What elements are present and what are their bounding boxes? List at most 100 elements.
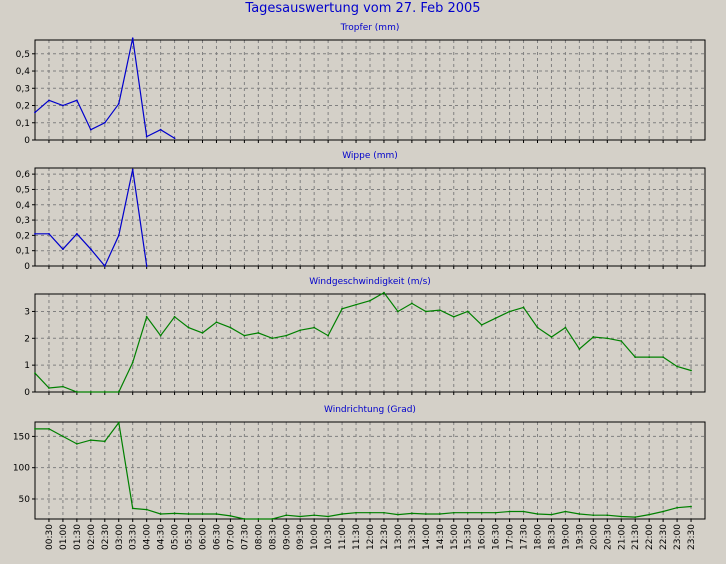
data-point — [592, 336, 595, 338]
y-tick-label: 0 — [24, 262, 30, 272]
data-point — [424, 513, 427, 515]
data-point — [173, 315, 176, 318]
data-point — [578, 348, 581, 350]
y-tick-label: 0,2 — [16, 231, 30, 241]
data-point — [676, 506, 678, 509]
x-tick-label: 19:30 — [575, 524, 585, 550]
y-tick-label: 0,4 — [16, 201, 31, 211]
x-tick-label: 23:30 — [687, 524, 697, 550]
x-tick-label: 03:00 — [115, 524, 125, 550]
data-point — [662, 356, 665, 358]
x-tick-label: 20:00 — [589, 524, 599, 550]
data-point — [606, 514, 609, 517]
x-tick-label: 14:30 — [436, 524, 446, 550]
data-point — [662, 510, 665, 513]
x-tick-label: 19:00 — [561, 524, 571, 550]
data-point — [271, 337, 274, 340]
data-point — [452, 315, 455, 318]
data-point — [397, 513, 399, 516]
data-point — [117, 234, 120, 237]
data-point — [341, 513, 343, 515]
data-point — [201, 513, 204, 515]
data-point — [327, 515, 330, 518]
data-point — [634, 516, 637, 519]
data-point — [48, 427, 50, 430]
data-point — [103, 121, 106, 124]
x-tick-label: 11:00 — [338, 524, 348, 550]
data-point — [187, 326, 190, 329]
data-point — [424, 310, 427, 313]
data-point — [89, 128, 92, 131]
y-tick-label: 0,1 — [16, 119, 30, 129]
data-point — [48, 99, 50, 102]
data-point — [34, 372, 36, 375]
data-point — [536, 513, 539, 515]
data-point — [89, 439, 92, 442]
data-point — [34, 111, 36, 114]
data-point — [75, 99, 78, 102]
panel-title-1: Wippe (mm) — [342, 151, 398, 161]
data-point — [131, 507, 134, 510]
x-tick-label: 15:00 — [450, 524, 460, 550]
panel-title-0: Tropfer (mm) — [340, 23, 400, 33]
data-point — [564, 510, 567, 513]
x-tick-label: 17:30 — [520, 524, 530, 550]
data-point — [522, 306, 525, 309]
data-point — [159, 513, 162, 515]
x-tick-label: 09:30 — [296, 524, 306, 550]
y-tick-label: 0,3 — [16, 216, 30, 226]
data-point — [592, 514, 595, 517]
data-point — [508, 310, 511, 313]
data-point — [480, 511, 483, 514]
data-point — [327, 334, 330, 337]
data-point — [550, 513, 553, 516]
y-tick-label: 0,6 — [16, 170, 31, 180]
data-point — [620, 340, 623, 342]
x-tick-label: 03:30 — [129, 524, 139, 550]
data-point — [299, 329, 302, 332]
data-point — [285, 514, 288, 517]
y-tick-label: 0,5 — [16, 185, 30, 195]
data-point — [145, 265, 148, 267]
x-tick-label: 16:30 — [492, 524, 502, 550]
panel-title-3: Windrichtung (Grad) — [324, 405, 416, 415]
data-point — [173, 512, 176, 515]
data-point — [648, 356, 651, 358]
data-point — [159, 334, 162, 337]
x-tick-label: 14:00 — [422, 524, 432, 550]
y-tick-label: 0,2 — [16, 102, 30, 112]
data-point — [89, 248, 92, 251]
data-point — [187, 513, 190, 515]
y-tick-label: 150 — [13, 432, 30, 442]
x-tick-label: 22:00 — [645, 524, 655, 550]
x-tick-label: 16:00 — [478, 524, 488, 550]
x-tick-label: 17:00 — [506, 524, 516, 550]
data-point — [285, 334, 288, 337]
data-point — [103, 265, 106, 267]
y-tick-label: 3 — [24, 307, 30, 317]
data-point — [690, 369, 692, 372]
data-point — [145, 508, 148, 511]
data-point — [48, 387, 50, 389]
data-point — [34, 427, 36, 430]
y-tick-label: 50 — [19, 495, 31, 505]
data-point — [257, 518, 260, 520]
data-point — [34, 232, 36, 235]
data-point — [243, 518, 246, 520]
x-tick-label: 13:00 — [394, 524, 404, 550]
data-point — [452, 511, 455, 514]
x-tick-label: 09:00 — [282, 524, 292, 550]
x-tick-label: 01:00 — [59, 524, 69, 550]
y-tick-label: 0 — [24, 388, 30, 398]
data-point — [480, 323, 483, 326]
data-point — [173, 137, 176, 140]
data-point — [62, 435, 64, 438]
page-title: Tagesauswertung vom 27. Feb 2005 — [245, 1, 481, 16]
data-point — [648, 513, 651, 516]
data-point — [550, 336, 553, 338]
data-point — [634, 356, 637, 358]
x-tick-label: 10:30 — [324, 524, 334, 550]
data-point — [369, 299, 371, 302]
x-tick-label: 15:30 — [464, 524, 474, 550]
